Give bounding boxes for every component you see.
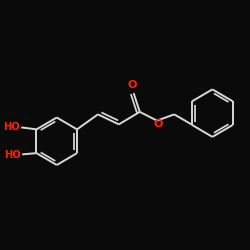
Text: HO: HO [4,150,21,160]
Text: O: O [128,80,137,90]
Text: HO: HO [4,122,20,132]
Text: O: O [154,119,163,129]
